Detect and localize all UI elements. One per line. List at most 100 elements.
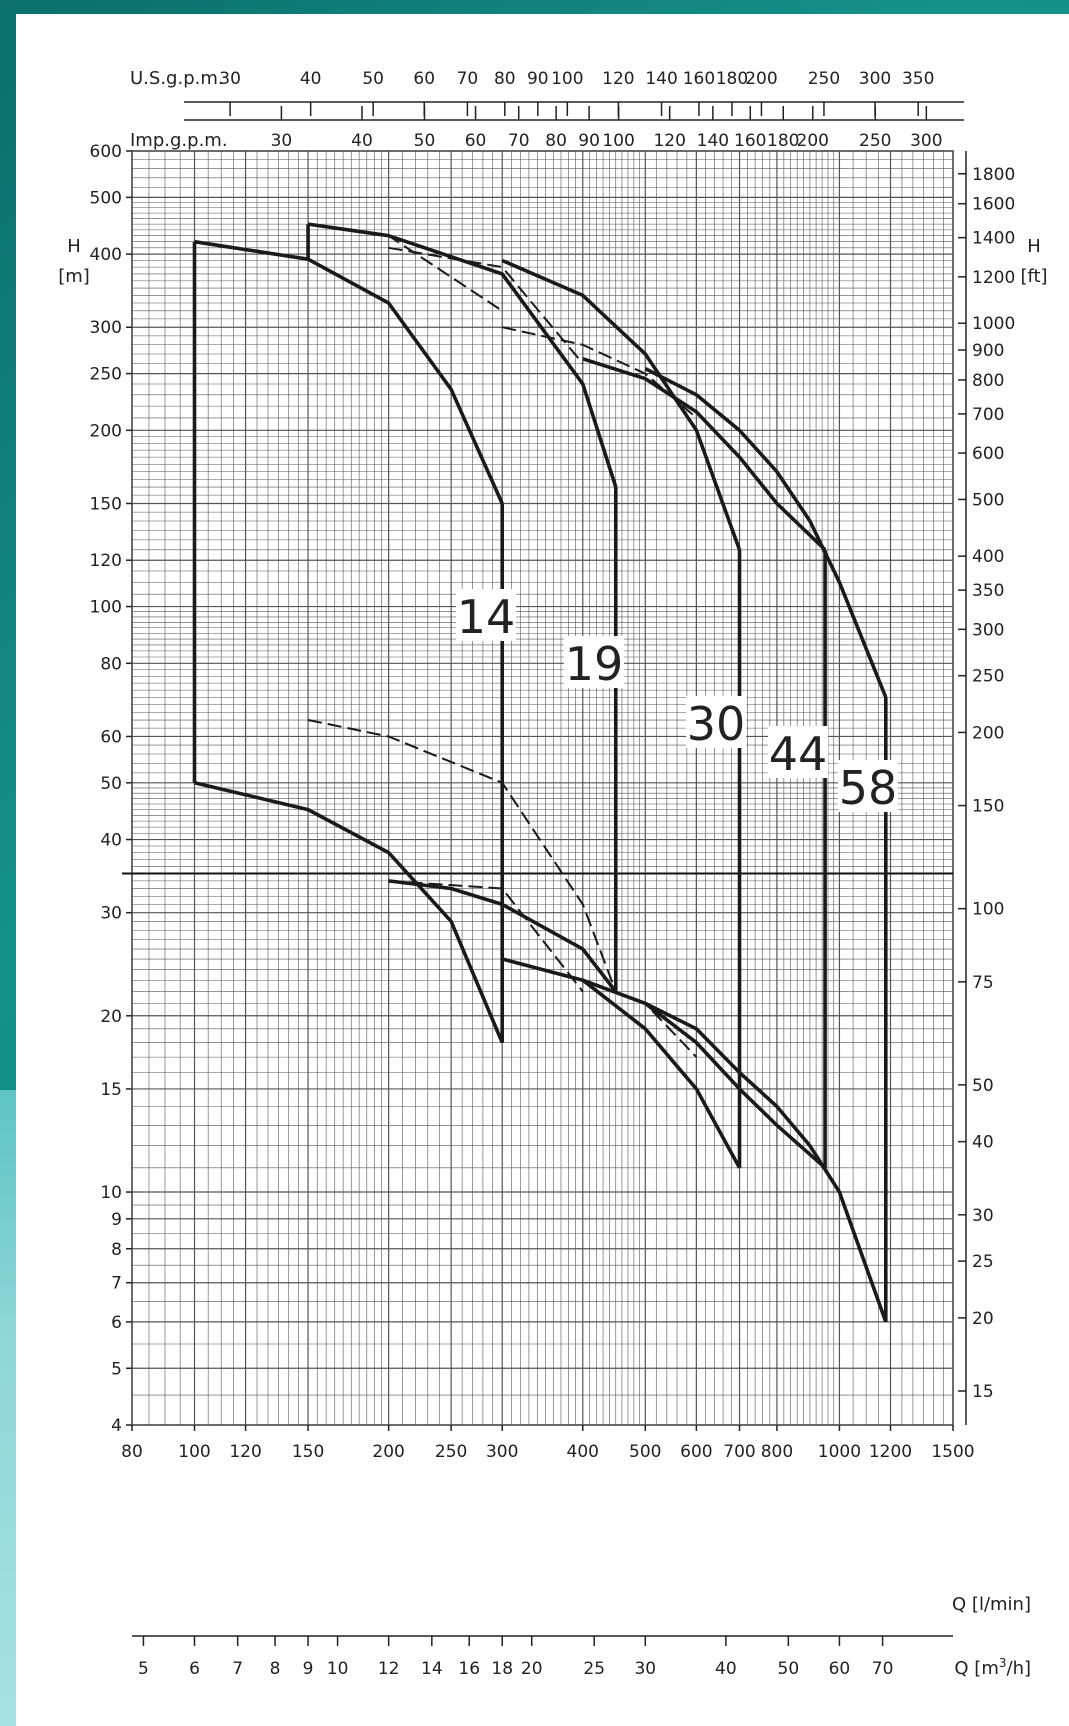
- ft-tick-label: 150: [972, 797, 1004, 817]
- x-tick-label-lmin: 700: [723, 1442, 755, 1462]
- ft-tick-label: 25: [972, 1252, 994, 1272]
- series-label-text: 30: [687, 697, 746, 751]
- y-tick-label-left: 6: [111, 1313, 122, 1333]
- usgpm-tick-label: 30: [219, 69, 241, 89]
- x-tick-label-lmin: 400: [567, 1442, 599, 1462]
- impgpm-tick-label: 90: [578, 131, 600, 151]
- y-axis-title-left: H: [67, 236, 81, 257]
- y-tick-label-left: 9: [111, 1210, 122, 1230]
- y-tick-label-left: 250: [90, 365, 122, 385]
- ft-tick-label: 300: [972, 620, 1004, 640]
- y-axis-unit-left: [m]: [58, 266, 90, 287]
- series-label-text: 19: [565, 637, 624, 691]
- usgpm-tick-label: 350: [902, 69, 934, 89]
- y-axis-unit-right: [ft]: [1020, 266, 1047, 287]
- curve-30-upper: [501, 258, 742, 551]
- grid: [122, 150, 954, 1426]
- impgpm-tick-label: 140: [697, 131, 729, 151]
- impgpm-tick-label: 120: [653, 131, 685, 151]
- m3h-tick-label: 50: [778, 1659, 800, 1679]
- usgpm-tick-label: 50: [362, 69, 384, 89]
- y-tick-label-left: 5: [111, 1359, 122, 1379]
- ft-tick-label: 800: [972, 371, 1004, 391]
- x-tick-label-lmin: 100: [178, 1442, 210, 1462]
- series-label-14: 14: [456, 589, 516, 644]
- x-tick-label-lmin: 200: [372, 1442, 404, 1462]
- y-tick-label-left: 15: [100, 1080, 122, 1100]
- impgpm-tick-label: 30: [271, 131, 293, 151]
- curve-58-lower: [644, 1001, 888, 1323]
- ft-tick-label: 1800: [972, 165, 1015, 185]
- usgpm-tick-label: 180: [716, 69, 748, 89]
- ft-tick-label: 40: [972, 1133, 994, 1153]
- ft-tick-label: 600: [972, 444, 1004, 464]
- x-tick-label-lmin: 80: [121, 1442, 143, 1462]
- series-label-30: 30: [686, 696, 746, 751]
- curve-30-lower: [501, 957, 742, 1169]
- curve-19-inner-lower: [388, 879, 584, 993]
- x-tick-label-lmin: 120: [229, 1442, 261, 1462]
- m3h-tick-label: 25: [583, 1659, 605, 1679]
- m3h-tick-label: 7: [232, 1659, 243, 1679]
- usgpm-tick-label: 100: [551, 69, 583, 89]
- usgpm-tick-label: 160: [683, 69, 715, 89]
- impgpm-tick-label: 80: [545, 131, 567, 151]
- x-tick-label-lmin: 800: [761, 1442, 793, 1462]
- impgpm-tick-label: 200: [797, 131, 829, 151]
- ft-tick-label: 75: [972, 973, 994, 993]
- ft-tick-label: 900: [972, 341, 1004, 361]
- curve-44-upper: [582, 357, 827, 552]
- m3h-tick-label: 20: [521, 1659, 543, 1679]
- usgpm-tick-label: 90: [527, 69, 549, 89]
- m3h-tick-label: 14: [421, 1659, 443, 1679]
- ft-tick-label: 700: [972, 405, 1004, 425]
- impgpm-tick-label: 70: [508, 131, 530, 151]
- y-tick-label-left: 120: [90, 551, 122, 571]
- curve-19-lower: [388, 879, 618, 993]
- impgpm-tick-label: 50: [414, 131, 436, 151]
- impgpm-tick-label: 40: [351, 131, 373, 151]
- x-axis-title-impgpm: Imp.g.p.m.: [130, 130, 228, 151]
- series-label-bg: [456, 589, 516, 641]
- x-axis-title-lmin: Q [l/min]: [952, 1594, 1031, 1615]
- m3h-tick-label: 10: [327, 1659, 349, 1679]
- usgpm-tick-label: 60: [413, 69, 435, 89]
- y-tick-label-left: 60: [100, 727, 122, 747]
- series-44: [582, 357, 827, 1170]
- x-tick-label-lmin: 150: [292, 1442, 324, 1462]
- m3h-tick-label: 12: [378, 1659, 400, 1679]
- x-axis-title-m3h: Q [m3/h]: [954, 1656, 1031, 1679]
- usgpm-tick-label: 200: [745, 69, 777, 89]
- usgpm-tick-label: 120: [602, 69, 634, 89]
- y-tick-label-left: 80: [100, 654, 122, 674]
- y-tick-label-left: 40: [100, 831, 122, 851]
- y-axis-title-right: H: [1027, 236, 1041, 257]
- m3h-tick-label: 6: [189, 1659, 200, 1679]
- m3h-label-end: /h]: [1007, 1658, 1032, 1679]
- impgpm-tick-label: 100: [602, 131, 634, 151]
- impgpm-tick-label: 60: [465, 131, 487, 151]
- y-tick-label-left: 100: [90, 598, 122, 618]
- ft-tick-label: 15: [972, 1382, 994, 1402]
- m3h-tick-label: 9: [303, 1659, 314, 1679]
- y-tick-label-left: 400: [90, 245, 122, 265]
- series-label-text: 44: [769, 727, 828, 781]
- curve-14-inner-upper: [307, 223, 503, 312]
- y-tick-label-left: 200: [90, 421, 122, 441]
- ft-tick-label: 30: [972, 1206, 994, 1226]
- ft-tick-label: 350: [972, 581, 1004, 601]
- curve-14-lower: [194, 781, 504, 1044]
- axes: 4 5 6 7 8 9 10 15 20 30 40 50 60 80 100 120 150 200 250 300…: [90, 69, 1016, 1679]
- ft-tick-label: 1600: [972, 195, 1015, 215]
- x-tick-label-lmin: 250: [435, 1442, 467, 1462]
- ft-tick-label: 1400: [972, 229, 1015, 249]
- usgpm-tick-label: 140: [645, 69, 677, 89]
- series-label-bg: [838, 760, 898, 812]
- ft-tick-label: 1000: [972, 314, 1015, 334]
- x-tick-label-lmin: 300: [486, 1442, 518, 1462]
- x-tick-label-lmin: 500: [629, 1442, 661, 1462]
- y-tick-label-left: 8: [111, 1240, 122, 1260]
- y-tick-label-left: 50: [100, 774, 122, 794]
- y-tick-label-left: 300: [90, 318, 122, 338]
